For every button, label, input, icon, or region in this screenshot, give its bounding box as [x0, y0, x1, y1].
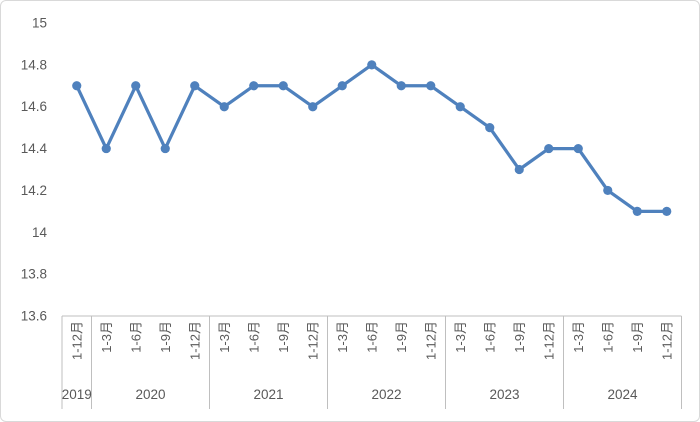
x-axis-month-label: 1-12月: [659, 321, 674, 360]
data-point-marker: [632, 206, 642, 216]
x-axis-month-label: 1-9月: [630, 321, 645, 353]
data-point-marker: [190, 81, 200, 91]
y-axis-tick-label: 14.8: [21, 57, 47, 72]
data-point-marker: [101, 143, 111, 154]
data-point-marker: [455, 102, 465, 112]
data-line: [75, 63, 669, 213]
data-point-marker: [160, 143, 170, 154]
x-axis-month-label: 1-12月: [423, 321, 438, 360]
data-point-marker: [426, 81, 436, 91]
data-point-marker: [278, 81, 288, 91]
data-point-marker: [249, 81, 259, 91]
y-axis-tick-label: 13.6: [21, 309, 47, 324]
data-point-marker: [573, 143, 583, 154]
x-axis-year-label: 2021: [253, 387, 283, 402]
y-axis-tick-label: 14.6: [21, 99, 47, 114]
data-point-marker: [514, 164, 524, 175]
y-axis-tick-label: 15: [32, 16, 47, 31]
x-axis-month-label: 1-6月: [128, 321, 143, 353]
y-axis-tick-label: 14.4: [21, 141, 48, 156]
x-axis-year-label: 2019: [62, 387, 92, 402]
data-point-marker: [337, 81, 347, 91]
x-axis-year-label: 2024: [607, 387, 638, 402]
data-point-marker: [308, 102, 318, 112]
x-axis-month-label: 1-9月: [512, 321, 527, 353]
x-axis-month-label: 1-12月: [187, 321, 202, 360]
data-point-marker: [72, 81, 82, 91]
data-point-marker: [544, 143, 554, 154]
x-axis-month-label: 1-12月: [541, 321, 556, 360]
y-axis-tick-label: 14.2: [21, 183, 47, 198]
x-axis-month-label: 1-9月: [158, 321, 173, 353]
data-point-marker: [485, 123, 495, 133]
data-point-marker: [603, 185, 613, 196]
x-axis-month-label: 1-3月: [99, 321, 114, 353]
x-axis-month-label: 1-9月: [276, 321, 291, 353]
x-axis-year-label: 2022: [371, 387, 401, 402]
x-axis-month-label: 1-6月: [246, 321, 261, 353]
x-axis-month-label: 1-3月: [571, 321, 586, 353]
data-point-marker: [396, 81, 406, 91]
x-axis-month-label: 1-6月: [600, 321, 615, 353]
data-point-marker: [367, 60, 377, 70]
x-axis-month-label: 1-9月: [394, 321, 409, 353]
x-axis-year-label: 2023: [489, 387, 519, 402]
data-point-marker: [131, 81, 141, 91]
y-axis-tick-label: 14: [32, 225, 48, 240]
x-axis-month-label: 1-3月: [453, 321, 468, 353]
x-axis-month-label: 1-6月: [364, 321, 379, 353]
data-point-marker: [662, 206, 672, 216]
y-axis-tick-label: 13.8: [21, 267, 47, 282]
x-axis-month-label: 1-3月: [335, 321, 350, 353]
x-axis-month-label: 1-3月: [217, 321, 232, 353]
x-axis-year-label: 2020: [135, 387, 165, 402]
data-point-marker: [219, 102, 229, 112]
x-axis-month-label: 1-12月: [305, 321, 320, 360]
x-axis-month-label: 1-6月: [482, 321, 497, 353]
x-axis-month-label: 1-12月: [69, 321, 84, 360]
